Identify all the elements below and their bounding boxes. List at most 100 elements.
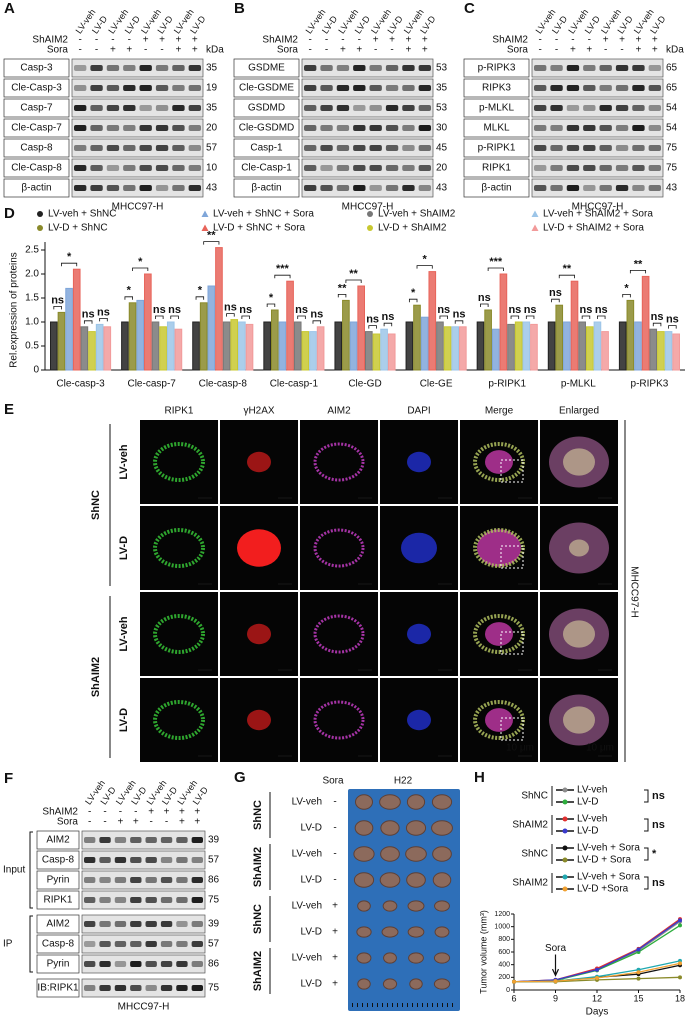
sig-bracket bbox=[337, 294, 347, 298]
data-point bbox=[678, 918, 682, 923]
blot-band bbox=[320, 65, 333, 71]
condition-sign: - bbox=[555, 45, 558, 56]
blot-label-box bbox=[3, 138, 70, 158]
blot-band bbox=[123, 65, 136, 71]
bar bbox=[136, 299, 145, 371]
significance-label: ns bbox=[453, 309, 466, 321]
tumor bbox=[355, 794, 373, 810]
legend-label: LV-D + ShNC + Sora bbox=[213, 223, 306, 234]
kda-label: 30 bbox=[436, 123, 448, 134]
cell-signal bbox=[485, 708, 513, 732]
sig-bracket bbox=[61, 262, 78, 267]
bar bbox=[80, 326, 89, 371]
blot-band bbox=[139, 105, 152, 111]
kda-label: 20 bbox=[206, 123, 218, 134]
group-label: Input bbox=[3, 865, 25, 876]
blot-membrane bbox=[71, 178, 204, 198]
blot-label: Casp-3 bbox=[20, 63, 53, 74]
blot-band bbox=[336, 165, 350, 171]
bar bbox=[245, 323, 254, 371]
blot-band bbox=[583, 125, 596, 131]
blot-label-box bbox=[233, 158, 300, 178]
blot-label: MLKL bbox=[483, 123, 510, 134]
blot-band bbox=[191, 857, 203, 863]
kda-label: 39 bbox=[208, 835, 220, 846]
kda-label: 35 bbox=[206, 103, 218, 114]
blot-band bbox=[188, 185, 201, 191]
tumor bbox=[354, 820, 374, 836]
sig-bracket bbox=[203, 241, 220, 245]
blot-label: GSDME bbox=[248, 63, 285, 74]
blot-label-box bbox=[233, 138, 300, 158]
blot-band bbox=[155, 85, 169, 91]
blot-band bbox=[84, 857, 96, 863]
sig-bracket bbox=[297, 315, 306, 319]
group-label: ShAIM2 bbox=[252, 951, 264, 991]
blot-band bbox=[145, 857, 157, 863]
blot-band bbox=[84, 837, 96, 843]
blot-membrane bbox=[531, 178, 664, 198]
kda-label: 39 bbox=[208, 919, 220, 930]
sig-bracket bbox=[241, 315, 250, 319]
legend-group-label: ShAIM2 bbox=[512, 820, 548, 831]
significance-label: ns bbox=[652, 877, 665, 889]
blot-band bbox=[155, 145, 169, 151]
legend-group-label: ShNC bbox=[521, 791, 548, 802]
blot-band bbox=[155, 105, 169, 111]
group-label: ShNC bbox=[252, 800, 264, 830]
blot-membrane bbox=[71, 58, 204, 78]
sig-bracket bbox=[439, 315, 448, 319]
sig-bracket bbox=[581, 315, 591, 319]
blot-band bbox=[566, 85, 580, 91]
legend-label: LV-D + Sora bbox=[577, 855, 631, 866]
group-label: ShNC bbox=[90, 490, 102, 520]
bar bbox=[451, 326, 460, 371]
micrograph bbox=[300, 420, 378, 504]
significance-label: ns bbox=[508, 304, 521, 316]
blot-band bbox=[402, 125, 415, 131]
row-label: LV-veh bbox=[292, 953, 322, 964]
blot-band bbox=[304, 105, 317, 111]
tumor bbox=[431, 794, 453, 810]
blot-band bbox=[648, 165, 661, 171]
cell-signal bbox=[247, 451, 271, 473]
blot-label: AIM2 bbox=[46, 919, 70, 930]
blot-band bbox=[615, 185, 629, 191]
condition-sign: + bbox=[192, 35, 198, 46]
bar bbox=[293, 321, 302, 371]
y-tick-label: 200 bbox=[498, 974, 510, 981]
bar bbox=[349, 321, 358, 371]
row-label: LV-veh bbox=[292, 797, 322, 808]
legend-label: LV-D bbox=[577, 797, 599, 808]
sig-bracket bbox=[83, 320, 93, 324]
condition-sign: - bbox=[79, 35, 82, 46]
bar bbox=[634, 321, 642, 371]
blot-band bbox=[188, 145, 201, 151]
column-header: RIPK1 bbox=[165, 406, 194, 417]
sora-sign: - bbox=[333, 823, 336, 834]
blot-label: Cle-GSDME bbox=[239, 83, 294, 94]
condition-sign: + bbox=[143, 35, 149, 46]
condition-sign: - bbox=[128, 35, 131, 46]
legend-marker bbox=[562, 886, 568, 892]
blot-band bbox=[114, 857, 127, 863]
bar bbox=[207, 285, 216, 371]
blot-membrane bbox=[531, 58, 664, 78]
blot-band bbox=[615, 145, 629, 151]
blot-band bbox=[106, 65, 120, 71]
legend-marker bbox=[562, 845, 568, 851]
blot-label-box bbox=[233, 178, 300, 198]
blot-label: RIPK3 bbox=[482, 83, 511, 94]
blot-band bbox=[106, 125, 120, 131]
blot-band bbox=[534, 105, 547, 111]
blot-band bbox=[336, 145, 350, 151]
row-label: LV-D bbox=[301, 875, 323, 886]
row-label: LV-veh bbox=[292, 849, 322, 860]
sig-bracket bbox=[195, 296, 205, 300]
significance-label: ** bbox=[207, 230, 216, 242]
blot-band bbox=[139, 125, 152, 131]
group-label: ShAIM2 bbox=[252, 847, 264, 887]
column-header: H22 bbox=[394, 776, 413, 787]
blot-band bbox=[615, 105, 629, 111]
